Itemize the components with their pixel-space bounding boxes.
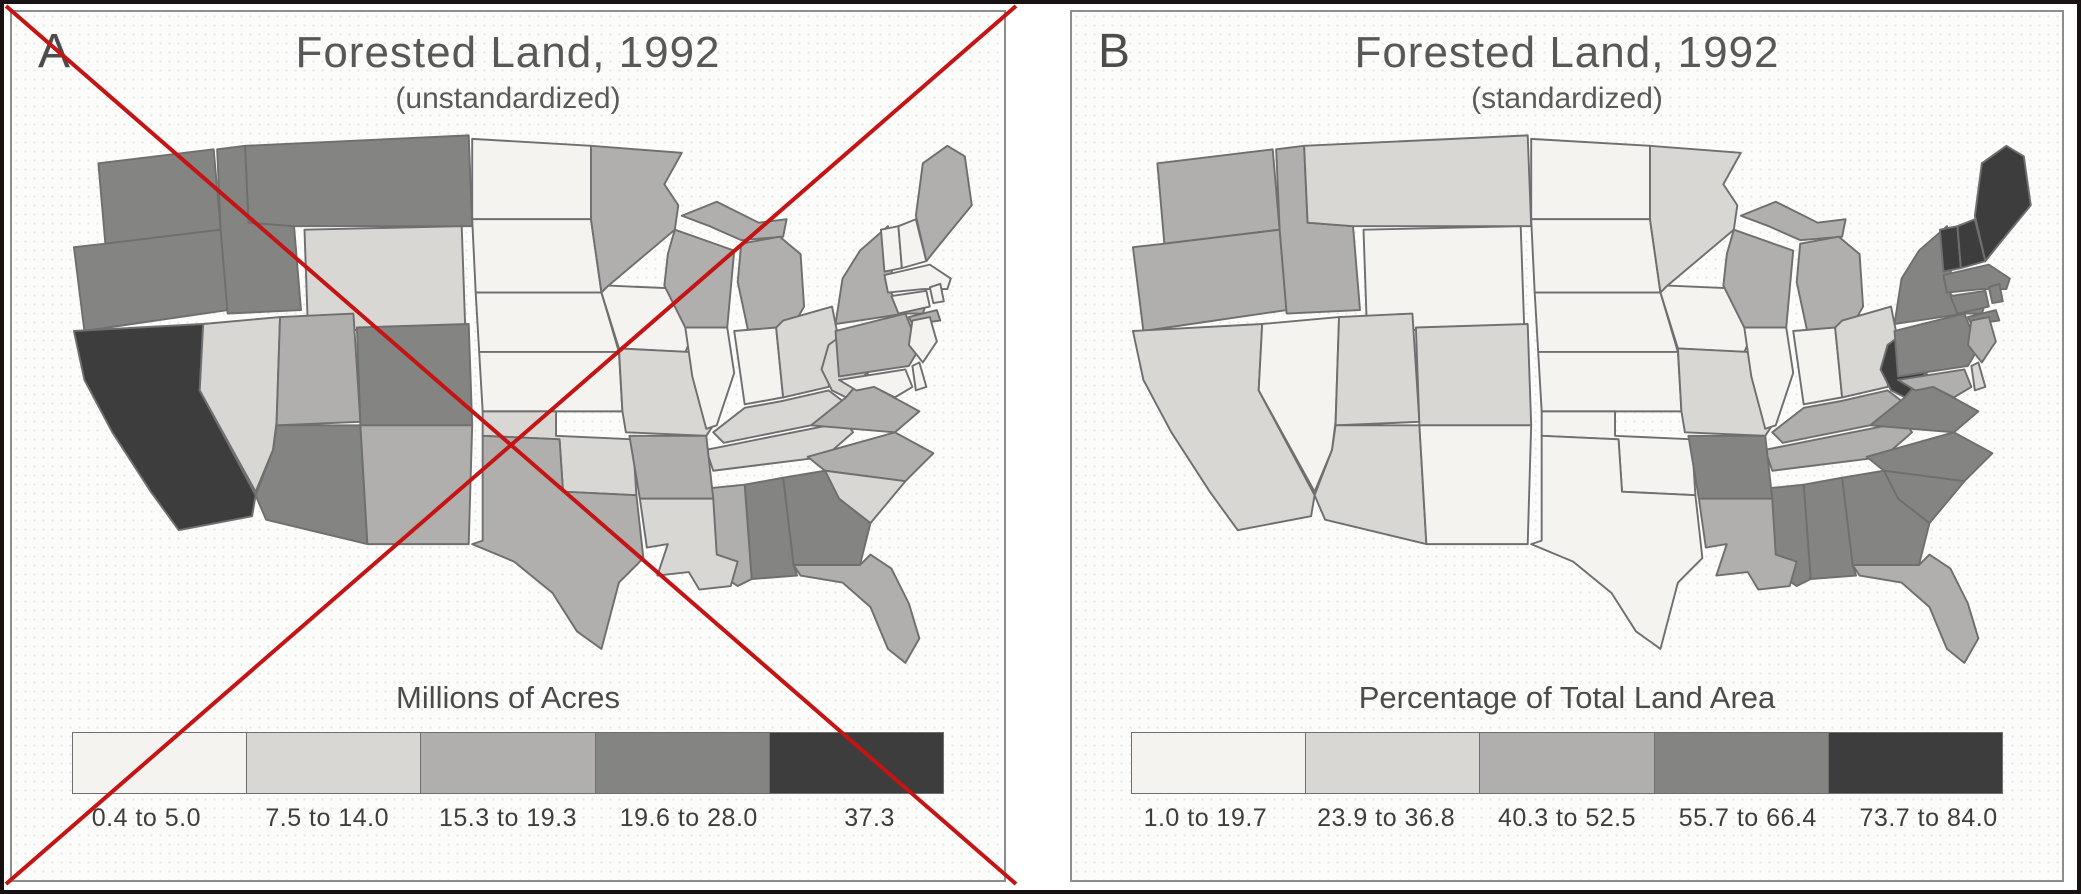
state-ky (1771, 389, 1903, 444)
legend-swatch-class-1 (73, 733, 247, 793)
state-co (1414, 323, 1533, 427)
figure-half-right: B Forested Land, 1992 (standardized) Per… (1040, 4, 2077, 890)
legend-class-label: 55.7 to 66.4 (1678, 804, 1817, 832)
legend-title: Percentage of Total Land Area (1358, 680, 1776, 715)
state-me (1973, 144, 2032, 263)
legend-class-label: 73.7 to 84.0 (1859, 804, 1998, 832)
state-ks (478, 351, 624, 413)
state-il (1743, 326, 1795, 430)
state-or (1131, 228, 1288, 332)
state-mt (1303, 134, 1533, 228)
state-ks (1537, 351, 1683, 413)
legend-class-label: 40.3 to 52.5 (1497, 804, 1637, 832)
state-mi (680, 200, 788, 242)
legend-class-labels: 0.4 to 5.0 7.5 to 14.0 15.3 to 19.3 19.6 to… (56, 804, 960, 833)
state-ri (1987, 282, 2004, 305)
state-nd (471, 137, 592, 221)
legend-swatch-class-5 (1827, 733, 2003, 793)
state-wa (1156, 148, 1281, 245)
state-ri (928, 282, 945, 305)
state-ut (275, 312, 362, 427)
state-in (1792, 326, 1844, 406)
panel-letter: A (38, 25, 71, 78)
legend-a: Millions of Acres 0.4 to 5.0 7.5 to 14.0 1… (12, 680, 1004, 833)
state-sd (471, 218, 603, 294)
choropleth-map-standardized (1131, 134, 2032, 664)
state-ne (474, 291, 620, 353)
legend-class-label: 0.4 to 5.0 (91, 804, 202, 832)
choropleth-map-unstandardized (72, 134, 973, 664)
state-de (1970, 361, 1987, 392)
state-fl (792, 553, 921, 664)
state-nc (1865, 431, 1994, 483)
state-pa (1893, 312, 1980, 378)
state-de (911, 361, 928, 392)
state-nj (1966, 316, 1997, 364)
panel-subtitle: (unstandardized) (395, 82, 621, 115)
state-ne (1533, 291, 1679, 353)
legend-swatch-class-3 (420, 733, 595, 793)
state-nd (1530, 137, 1651, 221)
panel-b-standardized: B Forested Land, 1992 (standardized) Per… (1070, 10, 2064, 882)
panel-subtitle: (standardized) (1471, 82, 1663, 115)
state-mi (1739, 200, 1847, 242)
state-me (914, 144, 973, 263)
legend-class-label: 7.5 to 14.0 (265, 804, 390, 832)
state-wa (97, 148, 222, 245)
panel-letter: B (1098, 25, 1131, 78)
state-or (72, 228, 229, 332)
legend-class-label: 15.3 to 19.3 (438, 804, 578, 832)
state-tx (1530, 434, 1704, 650)
legend-class-label: 1.0 to 19.7 (1143, 804, 1268, 832)
state-ar (628, 434, 715, 500)
state-in (733, 326, 785, 406)
legend-title: Millions of Acres (396, 680, 620, 715)
legend-swatch-class-4 (1653, 733, 1828, 793)
legend-swatch-class-2 (246, 733, 421, 793)
state-tn (1764, 420, 1913, 472)
state-nm (1418, 424, 1533, 546)
legend-swatch-class-4 (594, 733, 769, 793)
panel-a-unstandardized: A Forested Land, 1992 (unstandardized) M… (10, 10, 1006, 882)
us-map-container-a (32, 122, 984, 678)
legend-class-label: 37.3 (844, 804, 895, 832)
legend-b: Percentage of Total Land Area 1.0 to 19.… (1072, 680, 2062, 833)
legend-class-labels: 1.0 to 19.7 23.9 to 36.8 40.3 to 52.5 55.7 … (1115, 804, 2019, 833)
state-md (1897, 368, 1973, 399)
legend-swatch-class-5 (768, 733, 944, 793)
legend-swatch-class-3 (1479, 733, 1654, 793)
legend-color-bar (1131, 732, 2003, 794)
state-fl (1851, 553, 1980, 664)
state-ar (1687, 434, 1774, 500)
legend-class-label: 19.6 to 28.0 (619, 804, 758, 832)
legend-swatch-class-1 (1132, 733, 1306, 793)
state-nm (359, 424, 474, 546)
legend-class-label: 23.9 to 36.8 (1317, 804, 1456, 832)
state-sd (1530, 218, 1662, 294)
state-ct (1949, 289, 1990, 315)
panel-title: Forested Land, 1992 (295, 28, 721, 77)
legend-color-bar (72, 732, 944, 794)
us-map-container-b (1091, 122, 2043, 678)
state-ut (1334, 312, 1421, 427)
panel-title: Forested Land, 1992 (1354, 28, 1780, 77)
state-mt (244, 134, 474, 228)
state-co (355, 323, 474, 427)
figure-half-left: A Forested Land, 1992 (unstandardized) M… (4, 4, 1040, 890)
legend-swatch-class-2 (1305, 733, 1480, 793)
state-la (1697, 497, 1798, 591)
